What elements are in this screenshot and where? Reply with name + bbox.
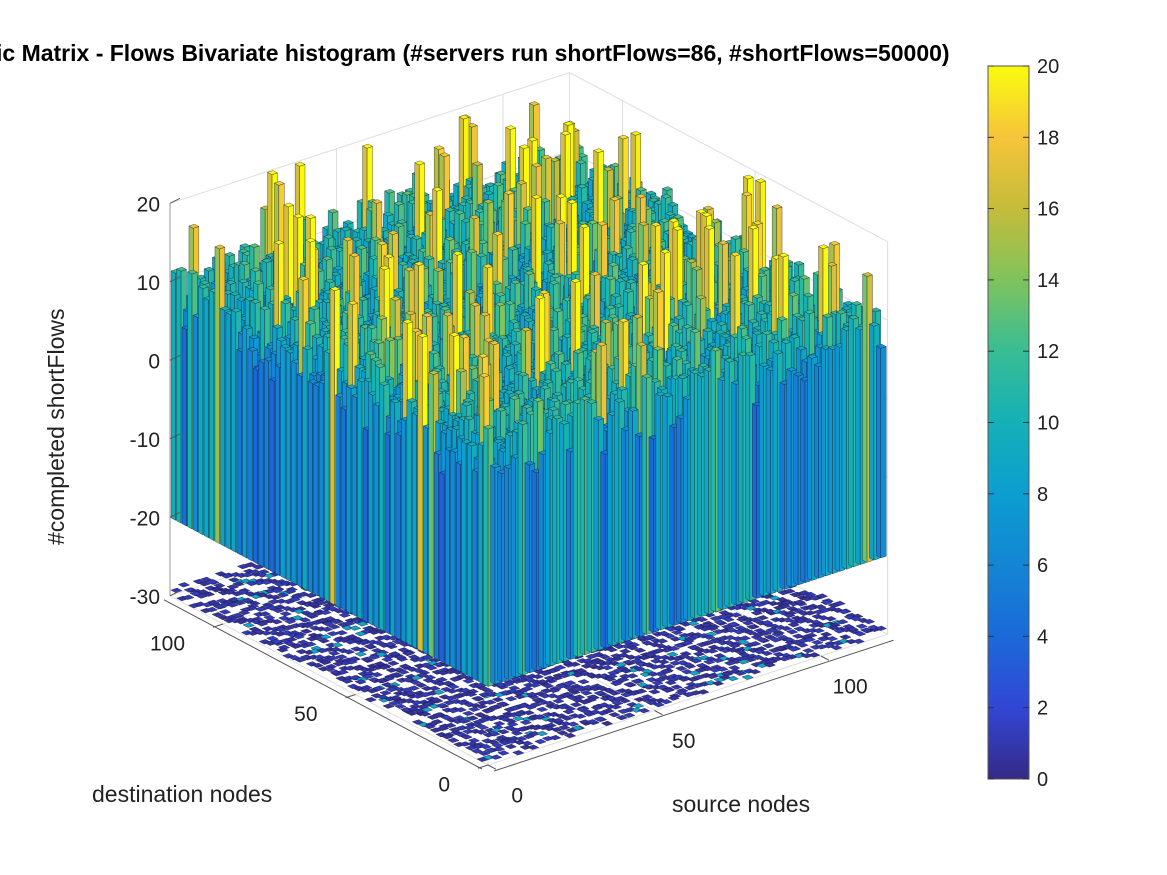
floor-bar	[272, 607, 285, 614]
floor-bar	[569, 702, 583, 708]
floor-bar	[447, 737, 460, 743]
floor-bar	[512, 750, 525, 756]
floor-bar	[354, 651, 367, 657]
floor-bar	[852, 638, 865, 644]
floor-bar	[364, 697, 378, 703]
floor-bar	[207, 599, 220, 605]
floor-bar	[218, 609, 232, 615]
floor-bar	[177, 582, 191, 588]
floor-bar	[238, 610, 251, 616]
floor-bar	[269, 594, 282, 600]
floor-bar	[213, 604, 226, 610]
floor-bar	[276, 592, 289, 598]
floor-bar	[300, 628, 313, 634]
floor-bar	[182, 594, 195, 600]
floor-bar	[292, 634, 305, 640]
floor-bar	[301, 622, 314, 629]
floor-bar	[839, 634, 852, 640]
floor-bar	[497, 750, 510, 756]
floor-bar	[270, 639, 283, 645]
floor-bar	[232, 581, 245, 587]
floor-bar	[619, 648, 632, 654]
floor-bar	[283, 618, 297, 625]
floor-bar	[535, 706, 549, 712]
floor-bar	[648, 689, 661, 695]
floor-bar	[236, 563, 250, 570]
floor-bar	[855, 623, 868, 629]
floor-bar	[566, 721, 580, 727]
floor-bar	[820, 631, 833, 637]
floor-bar	[323, 616, 337, 622]
floor-bar	[802, 648, 815, 654]
floor-bar	[329, 618, 342, 625]
floor-bar	[348, 625, 362, 631]
floor-bar	[291, 615, 304, 621]
floor-bar	[489, 754, 503, 760]
floor-bar	[282, 625, 295, 631]
floor-bar	[534, 738, 547, 745]
floor-bar	[279, 611, 292, 617]
floor-bar	[338, 612, 351, 618]
floor-bar	[285, 636, 298, 642]
floor-bar	[608, 712, 621, 718]
floor-bar	[387, 660, 400, 666]
floor-bar	[288, 596, 301, 602]
floor-bar	[244, 562, 257, 568]
floor-bar	[316, 617, 329, 624]
floor-bar	[304, 612, 317, 618]
floor-bar	[226, 584, 239, 590]
floor-bar	[263, 614, 276, 621]
floor-bar	[467, 706, 481, 712]
floor-bar	[202, 591, 216, 597]
floor-bar	[428, 685, 441, 691]
floor-bar	[266, 635, 279, 642]
floor-bar	[601, 665, 614, 671]
floor-bar	[195, 593, 208, 599]
floor-bar	[242, 622, 255, 628]
floor-bar	[241, 572, 254, 578]
floor-bar	[217, 614, 230, 621]
floor-bar	[304, 592, 318, 598]
floor-bar	[741, 620, 755, 626]
floor-bar	[762, 643, 775, 649]
floor-bar	[258, 611, 272, 617]
floor-bar	[230, 612, 244, 619]
floor-bar	[692, 651, 706, 657]
floor-bar	[504, 743, 517, 750]
floor-bar	[248, 569, 262, 575]
floor-bar	[260, 630, 273, 636]
floor-bar	[462, 710, 475, 717]
floor-bar	[728, 665, 741, 671]
floor-bar	[270, 588, 284, 594]
floor-bar	[226, 602, 239, 608]
floor-bar	[319, 609, 332, 615]
floor-bar	[577, 679, 590, 685]
floor-bar	[211, 612, 224, 618]
floor-bar	[535, 730, 549, 737]
floor-bar	[233, 600, 247, 606]
floor-bar	[198, 581, 211, 587]
floor-bar	[315, 600, 328, 606]
floor-bar	[666, 651, 679, 657]
floor-bar	[552, 698, 565, 704]
floor-bar	[227, 596, 241, 603]
floor-bar	[270, 619, 283, 625]
floor-bar	[504, 696, 518, 702]
floor-bar	[284, 588, 297, 594]
floor-bar	[298, 617, 312, 623]
floor-bar	[322, 621, 335, 627]
floor-bar	[205, 606, 219, 613]
floor-bar	[245, 605, 258, 611]
floor-bar	[205, 579, 219, 585]
floor-bar	[255, 621, 269, 627]
floor-bar	[220, 573, 233, 579]
floor-bar	[235, 619, 248, 625]
floor-bar	[241, 597, 254, 603]
floor-bar	[275, 627, 288, 633]
floor-bar	[210, 587, 223, 593]
